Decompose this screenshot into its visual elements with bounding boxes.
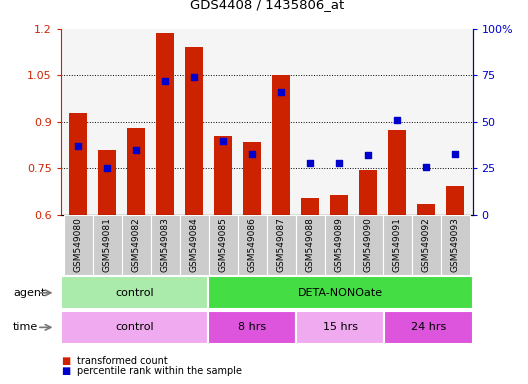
Text: GSM549080: GSM549080 (73, 217, 82, 272)
Text: GDS4408 / 1435806_at: GDS4408 / 1435806_at (190, 0, 344, 12)
Point (335, 160, 343, 166)
Text: GSM549084: GSM549084 (190, 217, 199, 271)
Bar (447, 185, 464, 215)
Bar (325, 215, 354, 275)
Bar (185, 47, 203, 215)
Point (248, 151, 257, 157)
Text: GSM549088: GSM549088 (306, 217, 315, 272)
Text: GSM549090: GSM549090 (364, 217, 373, 272)
Bar (389, 130, 406, 215)
Text: GSM549082: GSM549082 (131, 217, 140, 271)
Bar (208, 311, 296, 344)
Text: GSM549091: GSM549091 (393, 217, 402, 272)
Bar (418, 204, 435, 215)
Text: ■: ■ (61, 366, 70, 376)
Point (393, 117, 401, 123)
Text: ■: ■ (61, 356, 70, 366)
Bar (354, 215, 383, 275)
Bar (98, 150, 116, 215)
Text: DETA-NONOate: DETA-NONOate (298, 288, 383, 298)
Text: 24 hrs: 24 hrs (411, 322, 446, 333)
Text: GSM549081: GSM549081 (102, 217, 111, 272)
Bar (127, 128, 145, 215)
Text: control: control (115, 322, 154, 333)
Bar (208, 276, 473, 309)
Bar (209, 215, 238, 275)
Bar (383, 215, 412, 275)
Text: percentile rank within the sample: percentile rank within the sample (77, 366, 242, 376)
Bar (296, 215, 325, 275)
Point (190, 74, 199, 80)
Text: GSM549092: GSM549092 (422, 217, 431, 271)
Bar (267, 215, 296, 275)
Text: transformed count: transformed count (77, 356, 167, 366)
Text: GSM549093: GSM549093 (451, 217, 460, 272)
Bar (150, 215, 180, 275)
Bar (180, 215, 209, 275)
Text: 15 hrs: 15 hrs (323, 322, 357, 333)
Point (219, 137, 228, 144)
Text: control: control (115, 288, 154, 298)
Text: 8 hrs: 8 hrs (238, 322, 266, 333)
Text: GSM549086: GSM549086 (248, 217, 257, 272)
Point (103, 166, 111, 172)
Bar (331, 195, 348, 215)
Bar (441, 215, 470, 275)
Point (277, 89, 285, 95)
Text: time: time (13, 322, 39, 333)
Bar (156, 33, 174, 215)
Bar (243, 142, 261, 215)
Bar (61, 311, 208, 344)
Bar (384, 311, 473, 344)
Point (132, 147, 140, 153)
Bar (69, 113, 87, 215)
Text: GSM549087: GSM549087 (277, 217, 286, 272)
Bar (121, 215, 150, 275)
Bar (63, 215, 92, 275)
Point (306, 160, 314, 166)
Bar (272, 75, 290, 215)
Bar (238, 215, 267, 275)
Bar (92, 215, 121, 275)
Bar (296, 311, 384, 344)
Point (364, 152, 372, 159)
Text: GSM549089: GSM549089 (335, 217, 344, 272)
Text: agent: agent (13, 288, 45, 298)
Text: GSM549085: GSM549085 (219, 217, 228, 272)
Text: GSM549083: GSM549083 (161, 217, 169, 272)
Bar (214, 136, 232, 215)
Point (74, 143, 82, 149)
Bar (360, 170, 377, 215)
Point (161, 78, 169, 84)
Bar (61, 276, 208, 309)
Point (422, 164, 430, 170)
Bar (412, 215, 441, 275)
Bar (301, 198, 319, 215)
Point (451, 151, 459, 157)
